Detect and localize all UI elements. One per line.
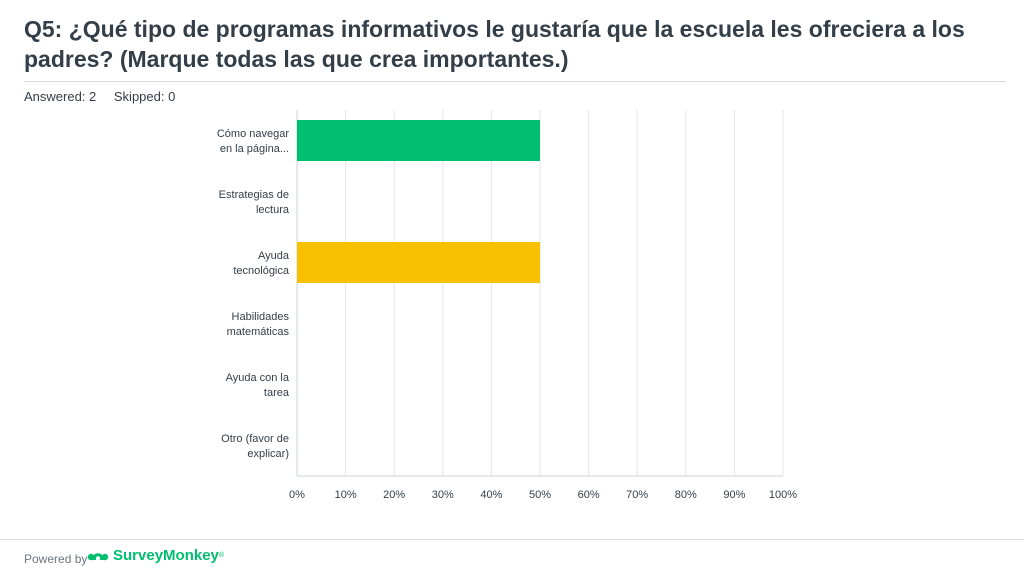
brand-trademark: ® <box>218 552 225 559</box>
category-label: Ayuda tecnológica <box>233 250 290 277</box>
bar-chart: 0% 10% 20% 30% 40% 50% 60% 70% 80% 90% 100% Cómo na… <box>217 110 797 501</box>
category-label: Habilidades matemáticas <box>227 311 290 338</box>
response-stats: Answered: 2 Skipped: 0 <box>24 89 189 104</box>
category-label-line: matemáticas <box>227 326 290 338</box>
title-divider <box>24 81 1006 82</box>
x-tick-label: 90% <box>723 489 745 501</box>
surveymonkey-logo[interactable]: SurveyMonkey ® <box>87 547 224 564</box>
surveymonkey-icon <box>87 552 109 561</box>
category-label-line: Habilidades <box>232 311 290 323</box>
x-tick-label: 10% <box>335 489 357 501</box>
x-tick-label: 30% <box>432 489 454 501</box>
category-label-line: Otro (favor de <box>221 433 289 445</box>
x-tick-label: 60% <box>578 489 600 501</box>
category-label-line: Ayuda con la <box>226 372 290 384</box>
category-label-line: lectura <box>256 204 290 216</box>
answered-count: Answered: 2 <box>24 89 97 104</box>
category-label-line: tecnológica <box>233 265 290 277</box>
x-tick-label: 20% <box>383 489 405 501</box>
category-label-line: Estrategias de <box>219 189 289 201</box>
x-tick-label: 100% <box>769 489 797 501</box>
category-label-line: tarea <box>264 387 290 399</box>
x-tick-label: 0% <box>289 489 305 501</box>
bar <box>297 120 540 161</box>
bar <box>297 242 540 283</box>
x-tick-label: 50% <box>529 489 551 501</box>
x-tick-label: 80% <box>675 489 697 501</box>
category-label-line: en la página... <box>220 143 289 155</box>
category-label: Otro (favor de explicar) <box>221 433 289 460</box>
skipped-count: Skipped: 0 <box>113 89 176 104</box>
powered-by-label: Powered by <box>24 552 88 566</box>
category-label-line: Cómo navegar <box>217 128 289 140</box>
footer-divider <box>0 539 1024 540</box>
category-label: Ayuda con la tarea <box>226 372 290 399</box>
x-tick-label: 70% <box>626 489 648 501</box>
category-label-line: Ayuda <box>258 250 290 262</box>
brand-name: SurveyMonkey <box>113 547 219 564</box>
x-tick-label: 40% <box>480 489 502 501</box>
category-label-line: explicar) <box>247 448 289 460</box>
question-title: Q5: ¿Qué tipo de programas informativos … <box>24 16 965 72</box>
category-label: Cómo navegar en la página... <box>217 128 289 155</box>
category-label: Estrategias de lectura <box>219 189 290 216</box>
